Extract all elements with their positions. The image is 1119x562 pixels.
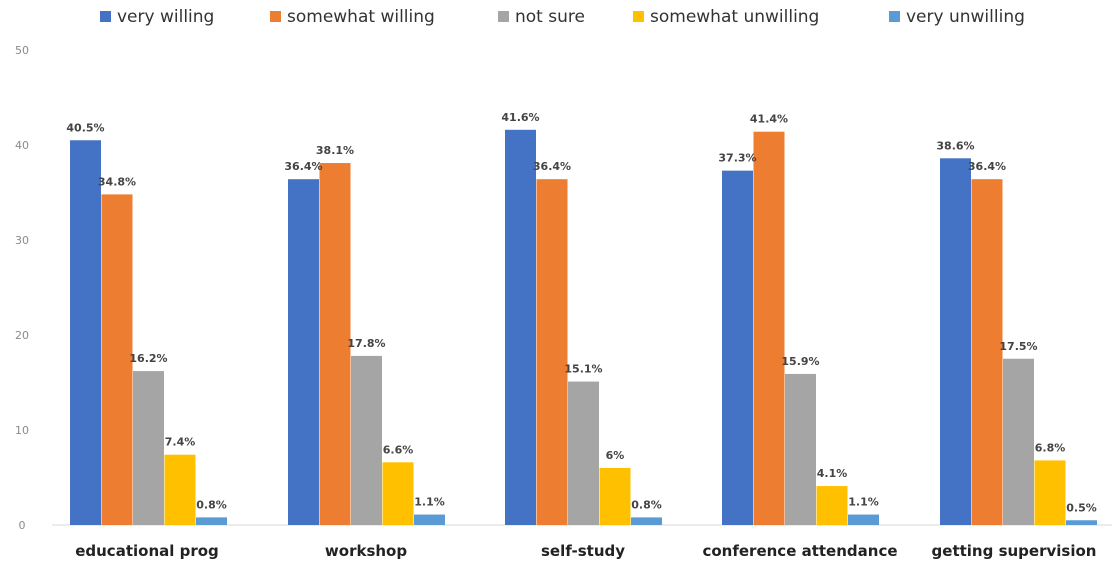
data-label: 41.4% bbox=[750, 113, 788, 126]
legend-swatch bbox=[100, 11, 111, 22]
bar bbox=[196, 517, 227, 525]
legend: very willing somewhat willing not sure some… bbox=[100, 7, 1025, 27]
x-tick-label: getting supervision bbox=[932, 542, 1097, 560]
x-axis-categories: educational prog workshop self-study confer… bbox=[75, 542, 1096, 560]
data-label: 17.8% bbox=[347, 337, 385, 350]
data-label: 36.4% bbox=[968, 160, 1006, 173]
y-tick-label: 30 bbox=[15, 234, 29, 247]
legend-label: somewhat willing bbox=[287, 7, 435, 27]
legend-label: not sure bbox=[515, 7, 585, 27]
y-tick-label: 50 bbox=[15, 44, 29, 57]
y-axis: 0 10 20 30 40 50 bbox=[15, 44, 29, 532]
data-labels: 40.5% 34.8% 16.2% 7.4% 0.8% 36.4% 38.1% 17.8% 6.… bbox=[66, 111, 1096, 514]
x-tick-label: conference attendance bbox=[702, 542, 897, 560]
data-label: 1.1% bbox=[414, 496, 445, 509]
data-label: 0.5% bbox=[1066, 501, 1097, 514]
bar bbox=[1034, 460, 1066, 525]
data-label: 6% bbox=[606, 449, 625, 462]
bar bbox=[1003, 358, 1034, 525]
bar bbox=[722, 170, 753, 525]
data-label: 6.6% bbox=[383, 443, 414, 456]
bar bbox=[631, 517, 662, 525]
data-label: 41.6% bbox=[501, 111, 539, 124]
bar bbox=[971, 179, 1003, 525]
data-label: 15.9% bbox=[781, 355, 819, 368]
data-label: 6.8% bbox=[1035, 441, 1066, 454]
bar bbox=[568, 381, 599, 525]
bar bbox=[1066, 520, 1097, 525]
legend-label: very unwilling bbox=[906, 7, 1025, 27]
data-label: 7.4% bbox=[165, 436, 196, 449]
bar bbox=[288, 179, 319, 525]
y-tick-label: 0 bbox=[19, 519, 26, 532]
legend-swatch bbox=[498, 11, 509, 22]
bars bbox=[70, 129, 1097, 526]
legend-item: very willing bbox=[100, 7, 214, 27]
y-tick-label: 10 bbox=[15, 424, 29, 437]
bar bbox=[599, 468, 631, 525]
legend-item: somewhat unwilling bbox=[633, 7, 819, 27]
data-label: 0.8% bbox=[631, 498, 662, 511]
bar bbox=[816, 486, 848, 525]
x-tick-label: self-study bbox=[541, 542, 625, 560]
legend-item: not sure bbox=[498, 7, 585, 27]
data-label: 34.8% bbox=[98, 175, 136, 188]
bar bbox=[319, 163, 351, 526]
bar bbox=[536, 179, 568, 525]
data-label: 38.1% bbox=[316, 144, 354, 157]
legend-swatch bbox=[889, 11, 900, 22]
data-label: 40.5% bbox=[66, 121, 104, 134]
data-label: 16.2% bbox=[129, 352, 167, 365]
data-label: 36.4% bbox=[284, 160, 322, 173]
bar bbox=[133, 371, 164, 525]
bar bbox=[848, 514, 879, 525]
bar bbox=[101, 194, 133, 525]
legend-swatch bbox=[633, 11, 644, 22]
legend-label: very willing bbox=[117, 7, 214, 27]
data-label: 15.1% bbox=[564, 363, 602, 376]
bar bbox=[382, 462, 414, 525]
bar bbox=[70, 140, 101, 525]
bar bbox=[753, 131, 785, 525]
bar bbox=[505, 129, 536, 526]
bar bbox=[414, 514, 445, 525]
legend-label: somewhat unwilling bbox=[650, 7, 819, 27]
data-label: 38.6% bbox=[936, 139, 974, 152]
bar bbox=[940, 158, 971, 526]
legend-item: very unwilling bbox=[889, 7, 1025, 27]
x-tick-label: workshop bbox=[325, 542, 407, 560]
data-label: 4.1% bbox=[817, 467, 848, 480]
data-label: 36.4% bbox=[533, 160, 571, 173]
bar bbox=[785, 373, 816, 525]
data-label: 1.1% bbox=[848, 496, 879, 509]
y-tick-label: 20 bbox=[15, 329, 29, 342]
data-label: 17.5% bbox=[999, 340, 1037, 353]
legend-item: somewhat willing bbox=[270, 7, 435, 27]
legend-swatch bbox=[270, 11, 281, 22]
data-label: 37.3% bbox=[718, 152, 756, 165]
y-tick-label: 40 bbox=[15, 139, 29, 152]
x-tick-label: educational prog bbox=[75, 542, 219, 560]
bar bbox=[351, 355, 382, 525]
data-label: 0.8% bbox=[196, 498, 227, 511]
bar bbox=[164, 454, 196, 525]
